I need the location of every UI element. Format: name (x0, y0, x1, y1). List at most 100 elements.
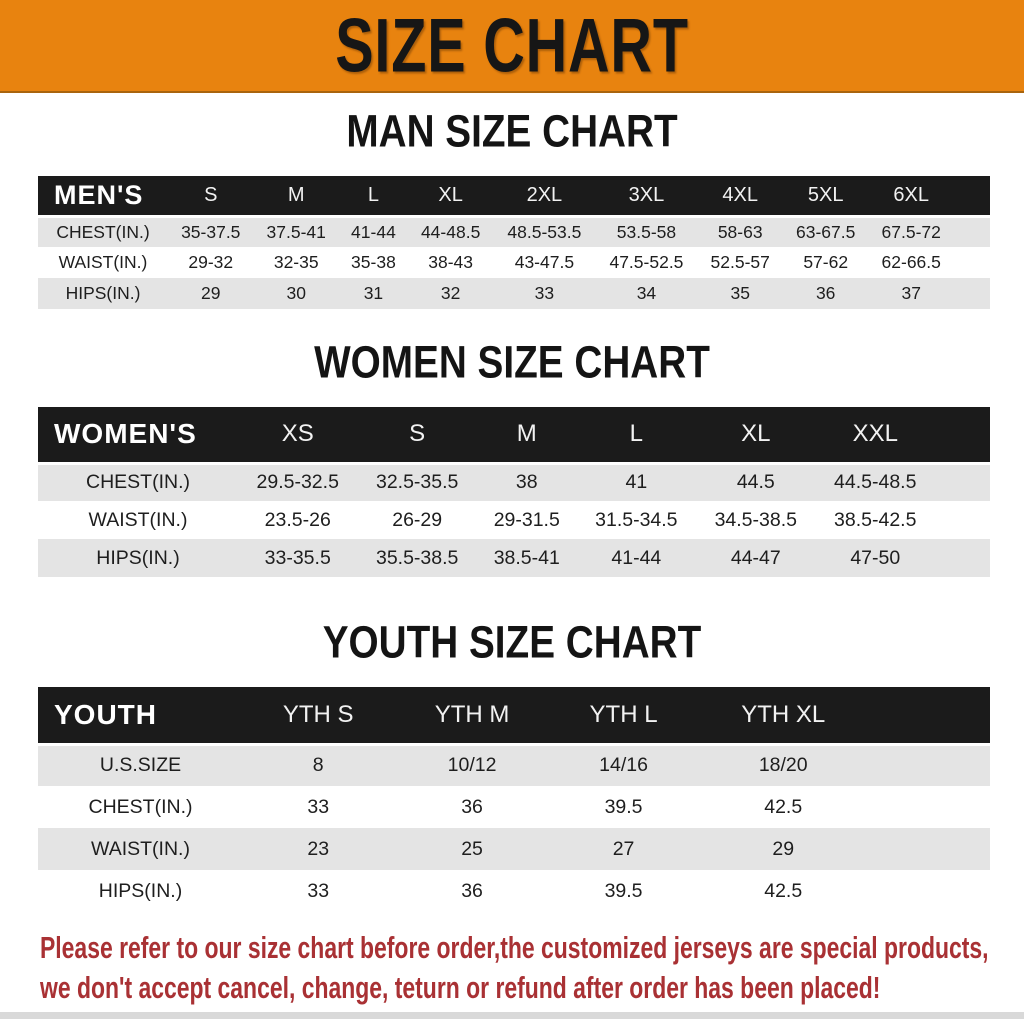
size-value: 14/16 (550, 742, 697, 786)
size-value: 62-66.5 (881, 252, 941, 272)
column-header: YTH L (589, 700, 658, 728)
column-header: M (516, 420, 537, 448)
table-row: WAIST(IN.) 23 25 27 29 (38, 828, 990, 870)
size-value: 43-47.5 (514, 252, 575, 272)
size-value: 10/12 (393, 742, 551, 786)
size-value: 37 (901, 283, 921, 303)
column-header: XXL (852, 420, 898, 448)
spacer (954, 176, 990, 216)
size-value: 35-38 (351, 252, 396, 272)
table-row: U.S.SIZE 8 10/12 14/16 18/20 (38, 742, 990, 786)
size-value: 36 (815, 283, 836, 303)
youth-header-row: YOUTH YTH S YTH M YTH L YTH XL (38, 687, 990, 744)
column-header: S (409, 420, 426, 448)
size-value: 35.5-38.5 (375, 546, 459, 569)
column-header: 4XL (722, 183, 758, 206)
row-label: CHEST(IN.) (38, 214, 168, 247)
column-header: XS (281, 420, 314, 448)
size-value: 38 (476, 461, 577, 501)
row-label: CHEST(IN.) (38, 461, 238, 501)
table-row: WAIST(IN.) 23.5-26 26-29 29-31.5 31.5-34.5 34… (38, 501, 990, 539)
men-header-label: MEN'S (54, 179, 144, 210)
spacer (935, 539, 990, 577)
spacer (935, 407, 990, 463)
size-value: 42.5 (764, 879, 803, 902)
spacer (954, 278, 990, 309)
row-label: U.S.SIZE (38, 742, 243, 786)
row-label: CHEST(IN.) (88, 795, 193, 818)
spacer (954, 214, 990, 247)
size-value: 26-29 (392, 508, 443, 531)
size-value: 23.5-26 (264, 508, 331, 531)
size-value: 67.5-72 (868, 214, 954, 247)
size-value: 37.5-41 (253, 214, 339, 247)
table-row: CHEST(IN.) 33 36 39.5 42.5 (38, 786, 990, 828)
size-value: 29-31.5 (493, 508, 560, 531)
man-size-chart-title: MAN SIZE CHART (346, 106, 678, 157)
youth-header-label: YOUTH (54, 698, 157, 730)
size-value: 38-43 (428, 252, 474, 272)
spacer (935, 461, 990, 501)
size-value: 41 (576, 461, 697, 501)
size-value: 33-35.5 (264, 546, 331, 569)
table-row: HIPS(IN.) 29 30 31 32 33 34 35 36 37 (38, 278, 990, 309)
spacer (870, 828, 990, 870)
size-value: 34 (636, 283, 657, 303)
row-label: WAIST(IN.) (58, 252, 148, 272)
row-label: WAIST(IN.) (88, 508, 188, 531)
row-label: HIPS(IN.) (98, 879, 183, 902)
size-value: 29.5-32.5 (238, 461, 358, 501)
table-row: HIPS(IN.) 33-35.5 35.5-38.5 38.5-41 41-44 44-… (38, 539, 990, 577)
row-label: HIPS(IN.) (65, 283, 141, 303)
size-value: 41-44 (338, 214, 408, 247)
women-size-chart-section: WOMEN SIZE CHART WOMEN'S XS S M L XL XXL CHEST(… (0, 337, 1024, 577)
column-header: XL (741, 420, 771, 448)
column-header: S (204, 183, 218, 206)
size-value: 38.5-42.5 (834, 508, 917, 531)
women-size-chart-title: WOMEN SIZE CHART (314, 337, 710, 388)
table-row: WAIST(IN.) 29-32 32-35 35-38 38-43 43-47.5 47.… (38, 247, 990, 278)
size-value: 44-48.5 (407, 214, 494, 247)
size-value: 8 (243, 742, 394, 786)
size-value: 30 (286, 283, 306, 303)
column-header: YTH XL (741, 700, 826, 728)
size-value: 33 (307, 879, 330, 902)
men-header-row: MEN'S S M L XL 2XL 3XL 4XL 5XL 6XL (38, 176, 990, 216)
women-header-row: WOMEN'S XS S M L XL XXL (38, 407, 990, 463)
man-size-chart-section: MAN SIZE CHART MEN'S S M L XL 2XL 3XL 4XL 5XL 6XL… (0, 106, 1024, 309)
women-size-table: WOMEN'S XS S M L XL XXL CHEST(IN.) 29.5-32.5 32.5… (38, 407, 990, 577)
women-size-grid: WOMEN'S XS S M L XL XXL CHEST(IN.) 29.5-32.5 32.5… (38, 407, 990, 577)
size-value: 44.5 (696, 461, 816, 501)
women-header-label: WOMEN'S (54, 418, 197, 450)
spacer (870, 742, 990, 786)
spacer (870, 870, 990, 912)
column-header: L (367, 183, 379, 206)
size-value: 34.5-38.5 (714, 508, 797, 531)
size-chart-banner: SIZE CHART (0, 0, 1024, 93)
table-row: CHEST(IN.) 35-37.5 37.5-41 41-44 44-48.5 48.5… (38, 214, 990, 247)
youth-size-table: YOUTH YTH S YTH M YTH L YTH XL U.S.SIZE 8 10/12… (38, 687, 990, 912)
column-header: L (629, 420, 644, 448)
column-header: 3XL (628, 183, 665, 206)
footer-disclaimer: Please refer to our size chart before or… (0, 928, 1024, 1008)
size-value: 25 (461, 837, 483, 860)
size-value: 32 (440, 283, 461, 303)
spacer (870, 786, 990, 828)
footer-line-1: Please refer to our size chart before or… (40, 930, 989, 965)
size-value: 58-63 (697, 214, 783, 247)
row-label: WAIST(IN.) (91, 837, 190, 860)
size-value: 63-67.5 (782, 214, 869, 247)
size-value: 27 (612, 837, 635, 860)
column-header: 6XL (893, 183, 930, 206)
size-value: 44-47 (730, 546, 781, 569)
size-value: 47-50 (850, 546, 901, 569)
youth-size-chart-title: YOUTH SIZE CHART (322, 617, 702, 668)
size-value: 36 (461, 879, 483, 902)
man-size-table: MEN'S S M L XL 2XL 3XL 4XL 5XL 6XL CHEST(IN.) 35-37… (38, 176, 990, 309)
size-value: 32.5-35.5 (357, 461, 477, 501)
row-label: HIPS(IN.) (96, 546, 180, 569)
size-value: 41-44 (611, 546, 662, 569)
spacer (954, 247, 990, 278)
size-value: 31 (363, 283, 384, 303)
